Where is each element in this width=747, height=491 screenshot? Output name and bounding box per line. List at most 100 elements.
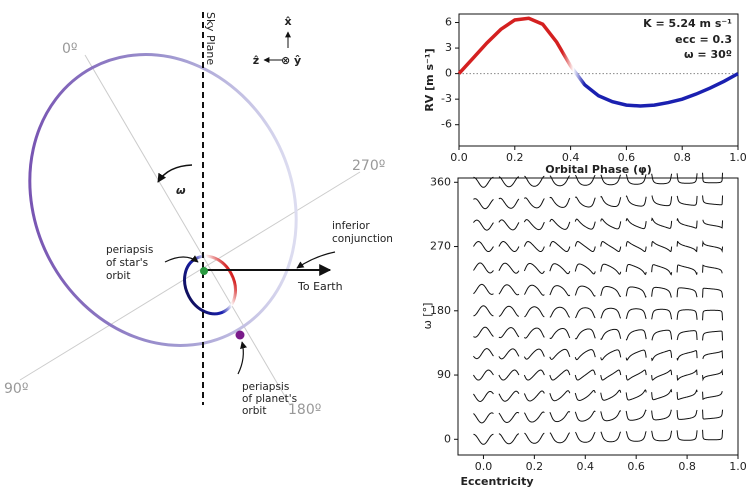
rv-thumbnail [574, 263, 596, 275]
star-periapsis-label: orbit [106, 270, 130, 282]
x-tick-label: 0.2 [506, 151, 524, 164]
y-axis-title: ω [°] [421, 303, 434, 330]
y-tick-label: 360 [430, 175, 451, 188]
planet-arrow [237, 341, 248, 375]
star-periapsis-label: periapsis [106, 244, 153, 256]
rv-thumbnail [625, 349, 647, 361]
x-tick-label: 0.6 [627, 460, 645, 473]
rv-thumbnail [702, 309, 724, 321]
plot-frame [457, 177, 739, 456]
rv-thumbnail [549, 241, 571, 253]
rv-thumbnail [574, 241, 596, 253]
y-axis-title: RV [m s⁻¹] [423, 48, 436, 111]
rv-thumbnail [498, 176, 519, 188]
rv-thumbnail [574, 328, 596, 340]
rv-thumbnail [549, 306, 570, 318]
rv-thumbnail [600, 218, 622, 230]
rv-thumbnail [600, 174, 622, 186]
rv-thumbnail [600, 263, 622, 275]
conjunction-label: inferior [332, 220, 370, 232]
rv-thumbnail [524, 306, 545, 318]
z-axis-label: ẑ [253, 54, 259, 67]
rv-thumbnail [600, 307, 622, 319]
rv-thumbnail [651, 308, 673, 320]
x-axis-label: x̂ [284, 15, 291, 28]
rv-thumbnail [549, 328, 571, 340]
rv-thumbnail [574, 349, 596, 361]
x-tick-label: 0.4 [577, 460, 595, 473]
rv-thumbnail [574, 196, 596, 208]
rv-thumbnail [625, 241, 647, 253]
rv-thumbnail [524, 432, 545, 444]
rv-thumbnail [473, 241, 494, 253]
rv-thumbnail [574, 369, 596, 381]
rv-thumbnail [625, 263, 647, 276]
rv-thumbnail [523, 369, 545, 381]
rv-thumbnail [549, 263, 571, 275]
rv-thumbnail [473, 433, 494, 445]
rv-thumbnail [549, 390, 571, 402]
rv-thumbnail [498, 369, 520, 381]
x-tick-label: 0.4 [562, 151, 580, 164]
y-tick-label: 3 [445, 41, 452, 54]
star-periapsis-label: of star's [106, 257, 148, 269]
rv-thumbnail [625, 195, 647, 207]
rv-thumbnail [523, 390, 545, 402]
rv-thumbnail [651, 369, 673, 381]
conjunction-arrow [296, 251, 336, 269]
planet-periapsis-label: periapsis [242, 381, 289, 393]
rv-thumbnail [473, 262, 494, 274]
annotation: ω = 30º [684, 48, 732, 61]
rv-thumbnail [625, 174, 647, 185]
rv-thumbnail [600, 286, 622, 298]
rv-thumbnail [625, 409, 647, 421]
rv-thumbnail [473, 305, 494, 317]
rv-thumbnail [625, 329, 647, 341]
x-axis-title: Orbital Phase (φ) [545, 163, 652, 176]
x-tick-label: 0.6 [618, 151, 636, 164]
rv-thumbnail [523, 411, 545, 423]
apsidal-line [84, 54, 291, 406]
rv-thumbnail [549, 175, 570, 187]
rv-thumbnail [498, 411, 520, 423]
rv-thumbnail [625, 217, 647, 230]
rv-thumbnail [574, 218, 596, 230]
rv-thumbnail [676, 195, 698, 206]
rv-thumbnail [473, 412, 494, 424]
rv-thumbnail [651, 329, 673, 341]
x-axis-title: Eccentricity [460, 475, 533, 488]
y-tick-label: -6 [441, 118, 452, 131]
rv-thumbnail [625, 431, 647, 442]
rv-thumbnail [651, 349, 673, 362]
rv-thumbnail [473, 198, 494, 210]
rv-thumbnail [524, 175, 545, 187]
annotation: K = 5.24 m s⁻¹ [643, 17, 732, 30]
y-tick-label: 90 [437, 368, 451, 381]
angle-label: 90º [4, 381, 28, 397]
rv-thumbnail [676, 430, 698, 441]
rv-thumbnail [600, 431, 622, 443]
rv-thumbnail [473, 369, 494, 381]
rv-thumbnail [702, 429, 724, 441]
planet [235, 330, 245, 340]
star [200, 267, 208, 275]
angle-label: 270º [352, 158, 385, 174]
rv-thumbnail [676, 389, 698, 400]
rv-thumbnail [600, 389, 622, 401]
rv-thumbnail [702, 195, 724, 206]
rv-thumbnail [676, 240, 698, 253]
rv-thumbnail [549, 218, 571, 230]
plot-frame [458, 13, 739, 147]
y-tick-label: 180 [430, 304, 451, 317]
rv-thumbnail [702, 390, 723, 400]
rv-thumbnail [523, 284, 545, 296]
rv-thumbnail [676, 369, 698, 381]
orbit-diagram: Sky Plane x̂ ẑ ⊗ ŷ 0º 270º 90º 180º ω pe… [4, 12, 393, 418]
x-tick-label: 0.8 [678, 460, 696, 473]
rv-thumbnail [523, 262, 545, 274]
rv-thumbnail [625, 369, 647, 381]
rv-thumbnail [498, 327, 520, 339]
rv-thumbnail [651, 409, 672, 421]
angle-label: 0º [62, 41, 78, 57]
